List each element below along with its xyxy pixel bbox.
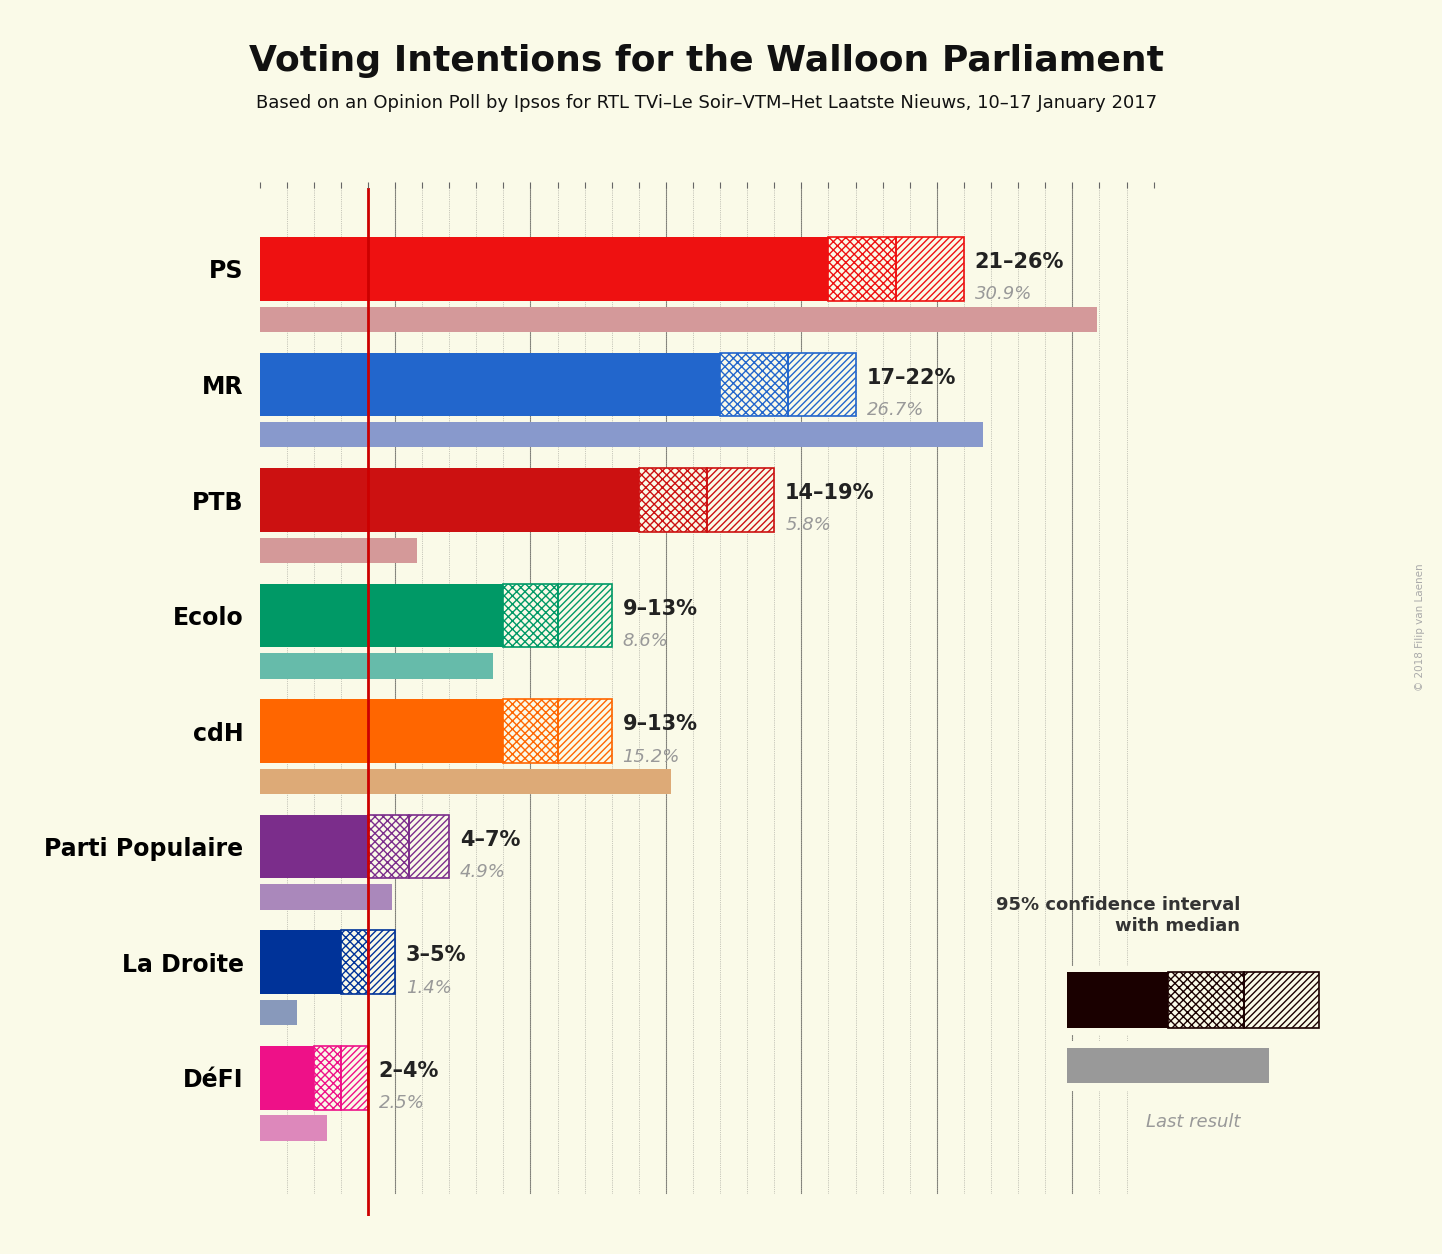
Text: 30.9%: 30.9% (975, 286, 1032, 303)
Bar (639, 468, 707, 532)
Bar (503, 584, 558, 647)
Bar (314, 1046, 340, 1110)
Text: 3–5%: 3–5% (405, 946, 466, 966)
Text: 8.6%: 8.6% (623, 632, 669, 650)
Text: 15.2%: 15.2% (623, 747, 681, 765)
Bar (260, 538, 417, 563)
Bar (1067, 1048, 1269, 1083)
Bar (260, 1046, 314, 1110)
Bar (707, 468, 774, 532)
Bar (340, 930, 368, 994)
Text: 14–19%: 14–19% (784, 483, 875, 503)
Bar (260, 769, 1154, 794)
Bar (829, 237, 897, 301)
Text: 4–7%: 4–7% (460, 830, 521, 850)
Bar (340, 1046, 368, 1110)
Bar (368, 930, 395, 994)
Bar (260, 237, 829, 301)
Bar (260, 584, 503, 647)
Text: Based on an Opinion Poll by Ipsos for RTL TVi–Le Soir–VTM–Het Laatste Nieuws, 10: Based on an Opinion Poll by Ipsos for RT… (257, 94, 1156, 112)
Bar (260, 468, 639, 532)
Bar (260, 1115, 327, 1141)
Bar (897, 237, 963, 301)
Bar (787, 352, 855, 416)
Bar (503, 584, 558, 647)
Bar (340, 1046, 368, 1110)
Bar (408, 815, 450, 879)
Text: 4.9%: 4.9% (460, 863, 506, 882)
Text: Voting Intentions for the Walloon Parliament: Voting Intentions for the Walloon Parlia… (249, 44, 1164, 78)
Bar (503, 700, 558, 762)
Text: © 2018 Filip van Laenen: © 2018 Filip van Laenen (1415, 563, 1425, 691)
Bar (1243, 973, 1319, 1028)
Bar (260, 700, 503, 762)
Bar (260, 999, 297, 1026)
Text: 17–22%: 17–22% (867, 367, 956, 387)
Bar (260, 930, 340, 994)
Bar (368, 930, 395, 994)
Bar (720, 352, 787, 416)
Bar (260, 653, 493, 678)
Bar (260, 815, 368, 879)
Bar (368, 815, 408, 879)
Bar (260, 423, 983, 448)
Bar (1243, 973, 1319, 1028)
Bar (558, 584, 611, 647)
Bar (639, 468, 707, 532)
Bar (787, 352, 855, 416)
Bar (260, 423, 1154, 448)
Bar (503, 700, 558, 762)
Bar (260, 306, 1097, 332)
Bar (260, 769, 672, 794)
Text: 5.8%: 5.8% (784, 517, 831, 534)
Bar (558, 584, 611, 647)
Bar (260, 884, 392, 909)
Bar (1168, 973, 1243, 1028)
Bar (829, 237, 897, 301)
Bar (720, 352, 787, 416)
Bar (314, 1046, 340, 1110)
Bar (260, 306, 1154, 332)
Bar (260, 352, 720, 416)
Text: Last result: Last result (1146, 1114, 1240, 1131)
Bar (558, 700, 611, 762)
Bar (260, 653, 1154, 678)
Text: 9–13%: 9–13% (623, 598, 698, 618)
Bar (1168, 973, 1243, 1028)
Bar (260, 538, 1154, 563)
Text: 9–13%: 9–13% (623, 715, 698, 734)
Bar (260, 999, 1154, 1026)
Bar (707, 468, 774, 532)
Bar (260, 884, 1154, 909)
Text: 2.5%: 2.5% (379, 1095, 424, 1112)
Text: 26.7%: 26.7% (867, 401, 924, 419)
Bar (368, 815, 408, 879)
Text: 2–4%: 2–4% (379, 1061, 440, 1081)
Bar (408, 815, 450, 879)
Text: 21–26%: 21–26% (975, 252, 1064, 272)
Text: 1.4%: 1.4% (405, 978, 451, 997)
Bar (1067, 973, 1168, 1028)
Bar (340, 930, 368, 994)
Bar (897, 237, 963, 301)
Bar (260, 1115, 1154, 1141)
Bar (558, 700, 611, 762)
Text: 95% confidence interval
with median: 95% confidence interval with median (996, 897, 1240, 934)
